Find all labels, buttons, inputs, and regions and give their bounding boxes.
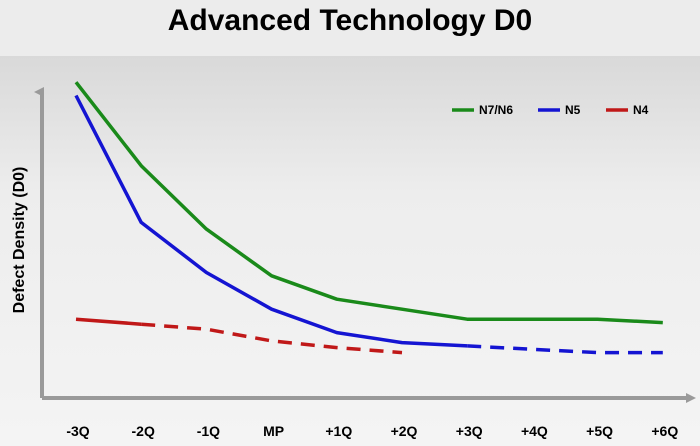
series-line-n4 <box>75 317 142 326</box>
series-line-dashed-n5 <box>467 344 663 355</box>
series-layer <box>74 81 663 355</box>
x-tick-label: +4Q <box>521 423 548 439</box>
x-tick-labels: -3Q -2Q -1Q MP +1Q +2Q +3Q +4Q +5Q +6Q <box>66 423 678 439</box>
x-tick-label: -2Q <box>132 423 155 439</box>
x-tick-label: +2Q <box>391 423 418 439</box>
legend-label: N5 <box>565 103 581 117</box>
legend-label: N7/N6 <box>479 103 513 117</box>
x-tick-label: +6Q <box>651 423 678 439</box>
chart-title: Advanced Technology D0 <box>167 4 533 37</box>
x-tick-label: +5Q <box>586 423 613 439</box>
series-line-n5 <box>74 94 468 348</box>
x-tick-label: +3Q <box>456 423 483 439</box>
legend-label: N4 <box>633 103 649 117</box>
plot-background <box>0 56 700 446</box>
legend: N7/N6 N5 N4 <box>452 103 649 117</box>
x-tick-label: +1Q <box>325 423 352 439</box>
series-line-n7-n6 <box>74 81 663 325</box>
x-tick-label: MP <box>263 423 284 439</box>
axes <box>34 87 696 403</box>
x-tick-label: -3Q <box>66 423 89 439</box>
series-line-dashed-n4 <box>141 322 403 355</box>
x-tick-label: -1Q <box>197 423 220 439</box>
